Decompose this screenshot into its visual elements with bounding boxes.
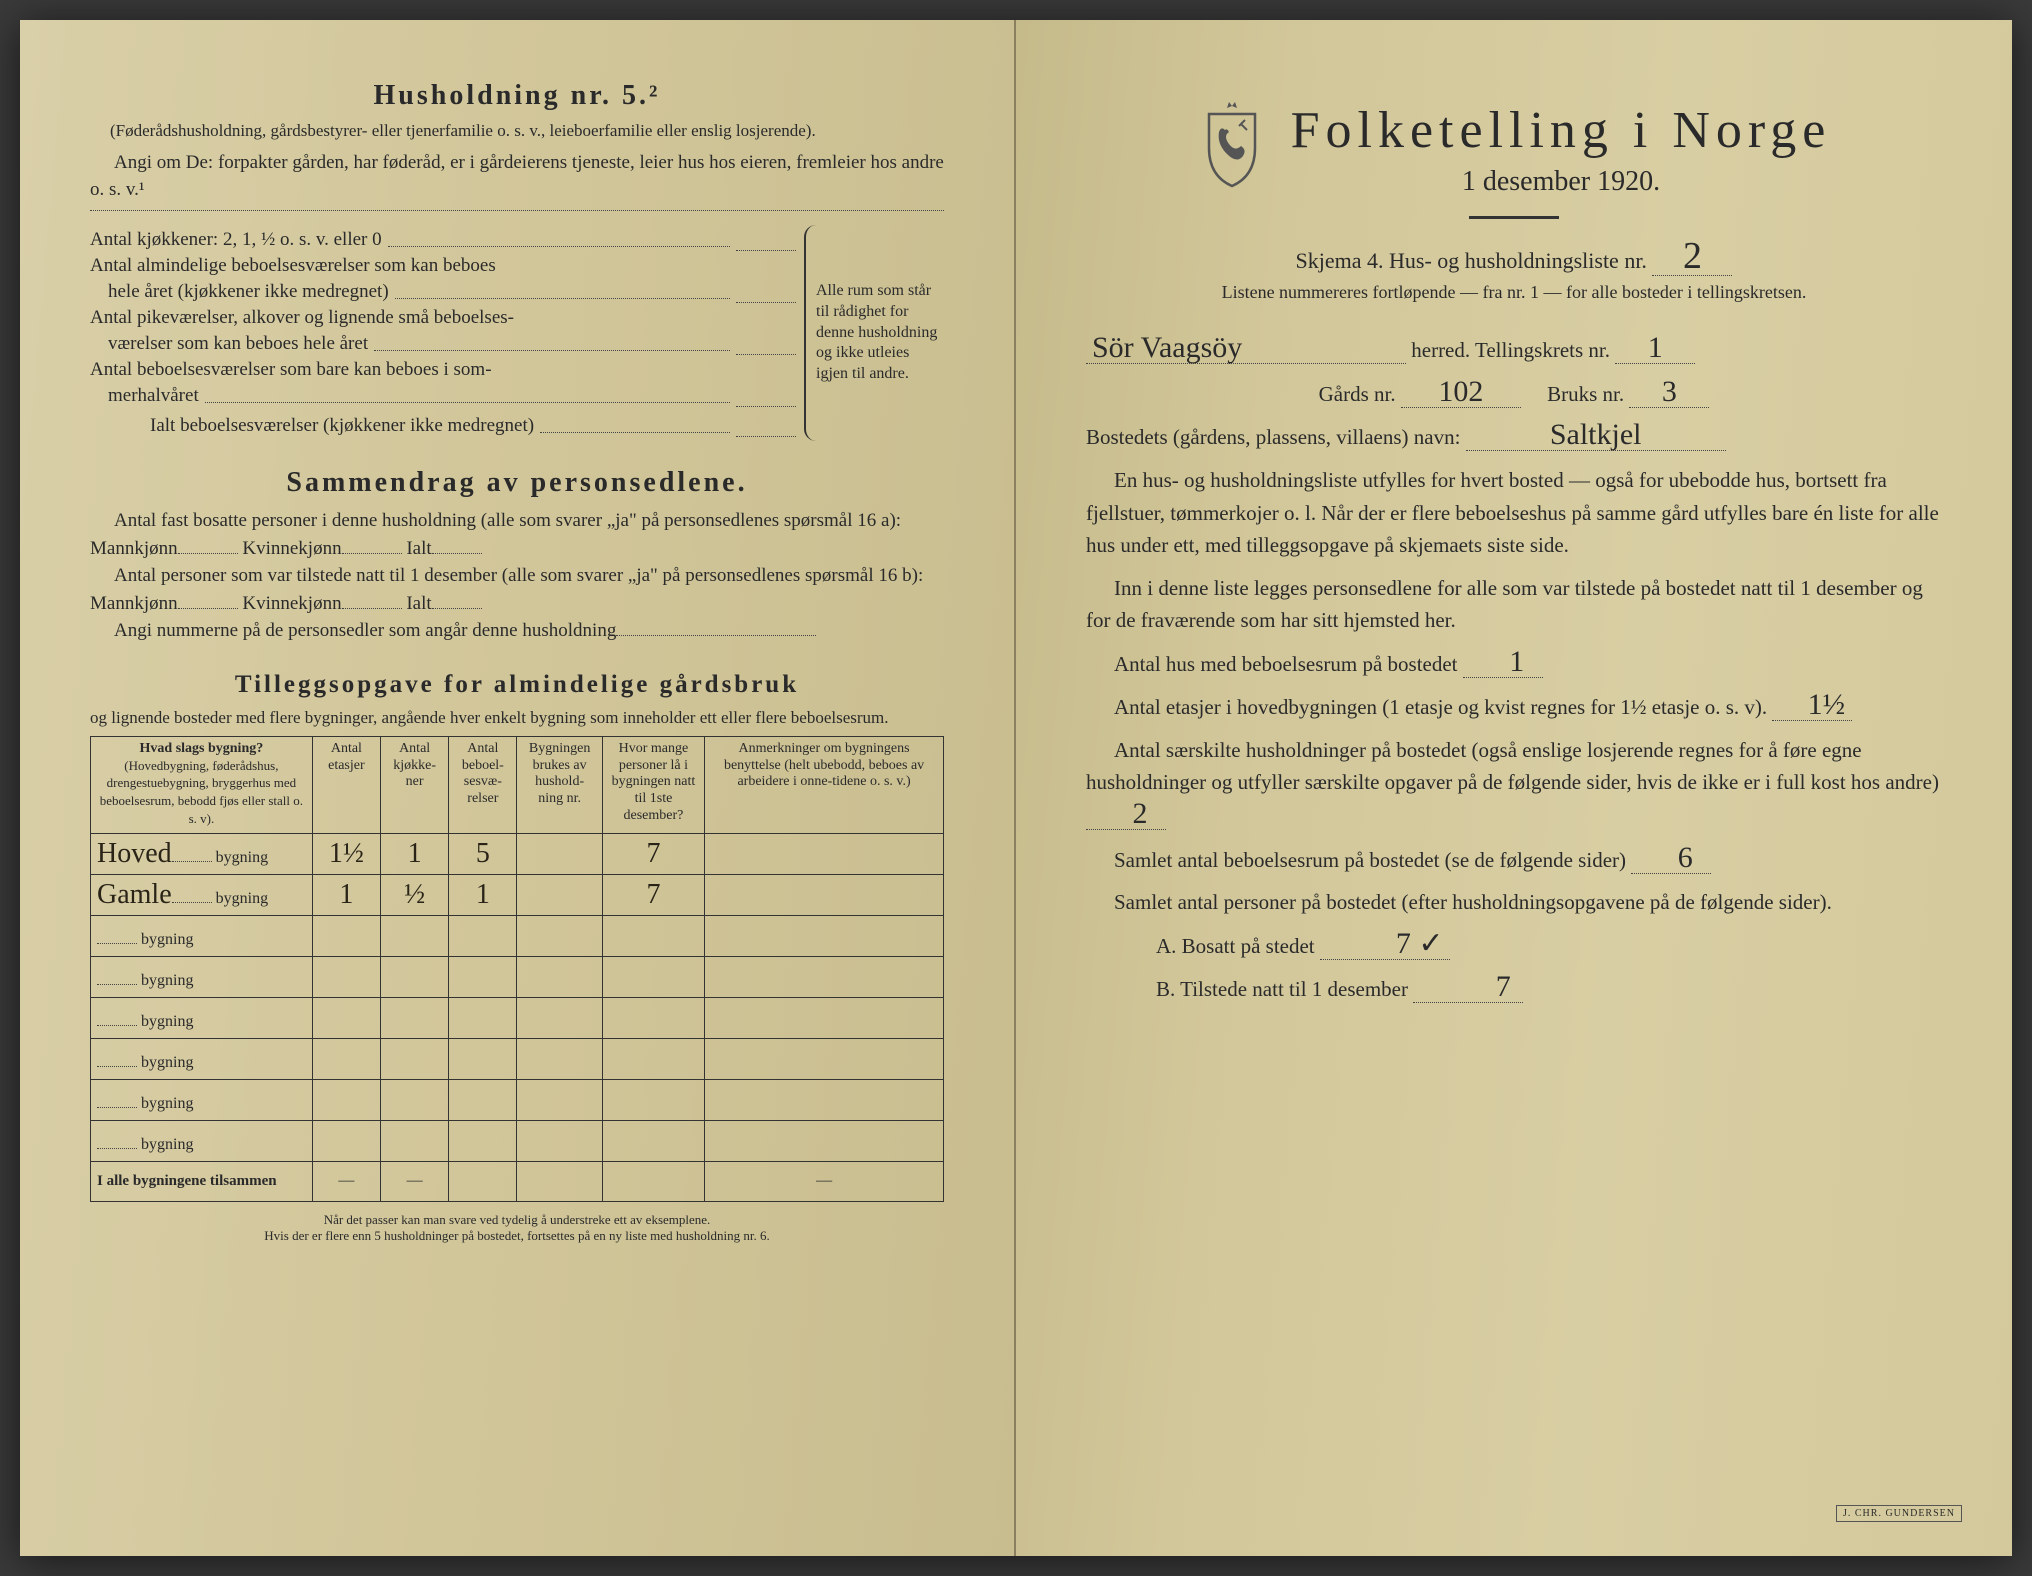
th-4: Antal beboel-sesvæ-relser [449,736,517,833]
gards-nr-value: 102 [1401,377,1521,408]
census-date: 1 desember 1920. [1291,166,1832,198]
q1-value: 1 [1463,647,1543,678]
q2: Antal etasjer i hovedbygningen (1 etasje… [1086,690,1942,724]
th-6: Hvor mange personer lå i bygningen natt … [602,736,704,833]
rooms-r3a: Antal pikeværelser, alkover og lignende … [90,307,514,329]
document-spread: Husholdning nr. 5.² (Føderådshusholdning… [20,20,2012,1556]
q5: Samlet antal personer på bostedet (efter… [1086,886,1942,919]
tillegg-heading: Tilleggsopgave for almindelige gårdsbruk [90,671,944,699]
sammendrag-heading: Sammendrag av personsedlene. [90,467,944,499]
rooms-r2b: hele året (kjøkkener ikke medregnet) [90,281,389,303]
rooms-r5: Ialt beboelsesværelser (kjøkkener ikke m… [90,415,534,437]
qA: A. Bosatt på stedet 7 ✓ [1086,929,1942,963]
th-5: Bygningen brukes av hushold-ning nr. [517,736,602,833]
rooms-r4a: Antal beboelsesværelser som bare kan beb… [90,359,492,381]
brace-note: Alle rum som står til rådighet for denne… [804,225,944,441]
rooms-r1: Antal kjøkkener: 2, 1, ½ o. s. v. eller … [90,229,382,251]
rooms-r3b: værelser som kan beboes hele året [90,333,368,355]
q4-value: 6 [1631,843,1711,874]
intro-note-2: Angi om De: forpakter gården, har føderå… [90,149,944,204]
bosted-value: Saltkjel [1466,420,1726,451]
th-2: Antal etasjer [312,736,380,833]
herred-value: Sör Vaagsöy [1086,333,1406,364]
qB-value: 7 [1413,972,1523,1003]
krets-nr-value: 1 [1615,333,1695,364]
q4: Samlet antal beboelsesrum på bostedet (s… [1086,843,1942,877]
table-row: bygning [91,997,944,1038]
skjema-nr-value: 2 [1652,237,1732,276]
q2-value: 1½ [1772,690,1852,721]
q1: Antal hus med beboelsesrum på bostedet 1 [1086,647,1942,681]
paragraph-2: Inn i denne liste legges personsedlene f… [1086,572,1942,637]
table-row: bygning [91,1079,944,1120]
rooms-r2a: Antal almindelige beboelsesværelser som … [90,255,496,277]
qA-value: 7 ✓ [1320,929,1450,960]
sammendrag-p3: Angi nummerne på de personsedler som ang… [90,617,944,645]
divider [1469,216,1559,219]
right-page: Folketelling i Norge 1 desember 1920. Sk… [1016,20,2012,1556]
th-3: Antal kjøkke-ner [381,736,449,833]
rooms-r4b: merhalvåret [90,385,199,407]
th-1-sub: (Hovedbygning, føderådshus, drengestueby… [100,758,303,826]
th-7: Anmerkninger om bygningens benyttelse (h… [705,736,944,833]
sammendrag-p1: Antal fast bosatte personer i denne hush… [90,507,944,562]
table-row: Gamle bygning1½17 [91,874,944,915]
main-title: Folketelling i Norge [1291,100,1832,162]
herred-line: Sör Vaagsöy herred. Tellingskrets nr. 1 [1086,333,1942,367]
left-footnote: Når det passer kan man svare ved tydelig… [90,1212,944,1245]
table-row: bygning [91,1120,944,1161]
tillegg-sub: og lignende bosteder med flere bygninger… [90,707,944,730]
skjema-line: Skjema 4. Hus- og husholdningsliste nr. … [1086,237,1942,276]
bosted-line: Bostedets (gårdens, plassens, villaens) … [1086,420,1942,454]
gards-line: Gårds nr. 102 Bruks nr. 3 [1086,377,1942,411]
th-1: Hvad slags bygning? [140,741,264,756]
rooms-block: Antal kjøkkener: 2, 1, ½ o. s. v. eller … [90,225,944,441]
table-row: bygning [91,1038,944,1079]
sammendrag-p2: Antal personer som var tilstede natt til… [90,562,944,617]
skjema-sub: Listene nummereres fortløpende — fra nr.… [1086,282,1942,303]
bruks-nr-value: 3 [1629,377,1709,408]
left-page: Husholdning nr. 5.² (Føderådshusholdning… [20,20,1016,1556]
table-row: bygning [91,956,944,997]
table-row: bygning [91,915,944,956]
table-footer-label: I alle bygningene tilsammen [91,1161,313,1201]
husholdning-heading: Husholdning nr. 5.² [90,80,944,112]
qB: B. Tilstede natt til 1 desember 7 [1086,972,1942,1006]
intro-note-1: (Føderådshusholdning, gårdsbestyrer- ell… [90,120,944,143]
paragraph-1: En hus- og husholdningsliste utfylles fo… [1086,464,1942,562]
q3-value: 2 [1086,799,1166,830]
table-row: Hoved bygning1½157 [91,833,944,874]
bygning-table: Hvad slags bygning? (Hovedbygning, føderå… [90,736,944,1202]
coat-of-arms-icon [1197,100,1267,190]
q3: Antal særskilte husholdninger på bostede… [1086,734,1942,833]
printer-stamp: J. CHR. GUNDERSEN [1836,1505,1962,1522]
